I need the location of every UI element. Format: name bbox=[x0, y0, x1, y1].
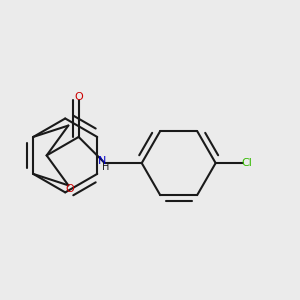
Text: H: H bbox=[102, 162, 109, 172]
Text: Cl: Cl bbox=[242, 158, 253, 168]
Text: O: O bbox=[74, 92, 83, 102]
Text: O: O bbox=[65, 184, 74, 194]
Text: N: N bbox=[98, 156, 106, 166]
